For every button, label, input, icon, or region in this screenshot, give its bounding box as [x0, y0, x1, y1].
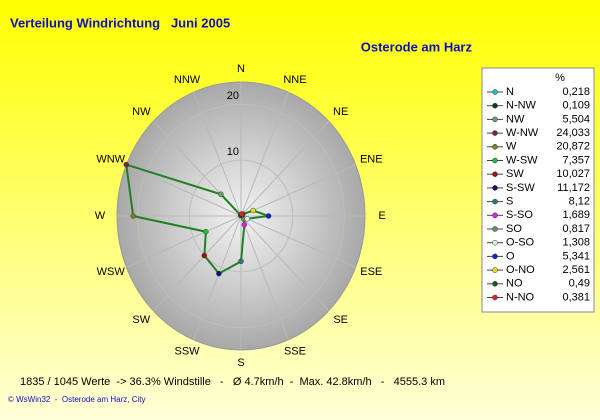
legend-value: 24,033: [556, 127, 590, 139]
wind-point: [265, 213, 272, 219]
legend-value: 8,12: [569, 196, 590, 208]
legend-label: NW: [506, 113, 525, 125]
legend-value: 5,504: [562, 113, 590, 125]
legend-label: W-NW: [506, 127, 539, 139]
legend-label: N-NW: [506, 100, 537, 112]
legend-marker: [492, 130, 498, 136]
legend-marker: [492, 198, 498, 205]
legend-marker: [492, 239, 498, 246]
wind-point: [241, 221, 248, 228]
direction-label: WSW: [97, 266, 126, 278]
legend-marker: [492, 157, 498, 164]
legend-marker: [492, 116, 498, 123]
direction-label: W: [95, 210, 106, 222]
legend-marker: [492, 294, 498, 301]
legend-marker: [492, 89, 498, 95]
direction-label: NE: [333, 106, 348, 118]
legend-label: O-SO: [506, 237, 535, 249]
chart-subtitle: Osterode am Harz: [361, 39, 473, 54]
legend-marker: [492, 281, 498, 287]
direction-label: ESE: [360, 266, 382, 278]
legend-value: 0,817: [562, 223, 590, 235]
direction-label: NW: [132, 106, 151, 118]
legend-value: 7,357: [562, 154, 590, 166]
direction-label: NNW: [174, 74, 201, 86]
legend-value: 0,49: [569, 278, 590, 290]
direction-label: SE: [333, 314, 348, 326]
legend-label: NO: [506, 278, 523, 290]
chart-title: Verteilung Windrichtung Juni 2005: [10, 15, 230, 30]
legend-value: 2,561: [562, 264, 590, 276]
legend-value: 0,218: [562, 86, 590, 98]
wind-point: [238, 258, 244, 265]
legend-value: 11,172: [557, 182, 590, 194]
wind-point: [244, 216, 250, 222]
grid-ring: [188, 159, 294, 273]
wind-point: [123, 161, 130, 168]
legend-label: O-NO: [506, 264, 535, 276]
direction-label: SSW: [175, 346, 201, 358]
legend-label: N-NO: [506, 291, 535, 303]
legend-marker: [492, 267, 498, 273]
legend-label: SW: [506, 168, 524, 180]
wind-point: [201, 252, 208, 259]
legend-marker: [492, 185, 498, 191]
legend-value: 0,109: [562, 100, 590, 112]
footer-credit: © WsWin32 - Osterode am Harz, City: [8, 395, 145, 404]
wind-point: [130, 213, 136, 219]
legend-marker: [492, 144, 498, 150]
legend-title: %: [555, 72, 565, 84]
legend-label: S: [506, 196, 513, 208]
legend: [481, 67, 595, 313]
legend-marker: [492, 102, 498, 109]
legend-marker: [492, 212, 498, 219]
r-tick-label: 10: [227, 146, 239, 158]
legend-label: W-SW: [506, 154, 538, 166]
direction-label: E: [378, 210, 385, 222]
legend-value: 1,308: [562, 237, 590, 249]
legend-marker: [492, 253, 498, 260]
legend-value: 5,341: [562, 250, 590, 262]
legend-marker: [492, 171, 498, 177]
legend-label: W: [506, 141, 517, 153]
legend-label: SO: [506, 223, 522, 235]
footer-note: 1835 / 1045 Werte -> 36.3% Windstille - …: [20, 376, 445, 388]
wind-point: [250, 207, 256, 214]
direction-label: N: [237, 63, 245, 75]
wind-point: [239, 211, 245, 217]
direction-label: SSE: [284, 346, 306, 358]
wind-point: [203, 228, 209, 235]
legend-value: 0,381: [562, 291, 590, 303]
legend-value: 20,872: [556, 141, 590, 153]
legend-label: O: [506, 250, 515, 262]
direction-label: S: [237, 357, 244, 369]
wind-point: [218, 191, 224, 198]
legend-label: S-SO: [506, 209, 533, 221]
direction-label: NNE: [283, 74, 306, 86]
wind-point: [216, 270, 222, 277]
legend-value: 1,689: [562, 209, 590, 221]
direction-label: WNW: [96, 154, 125, 166]
legend-value: 10,027: [556, 168, 590, 180]
direction-label: SW: [132, 314, 150, 326]
direction-label: ENE: [360, 154, 383, 166]
legend-label: S-SW: [506, 182, 535, 194]
legend-marker: [492, 226, 498, 232]
r-tick-label: 20: [227, 90, 239, 102]
legend-label: N: [506, 86, 514, 98]
